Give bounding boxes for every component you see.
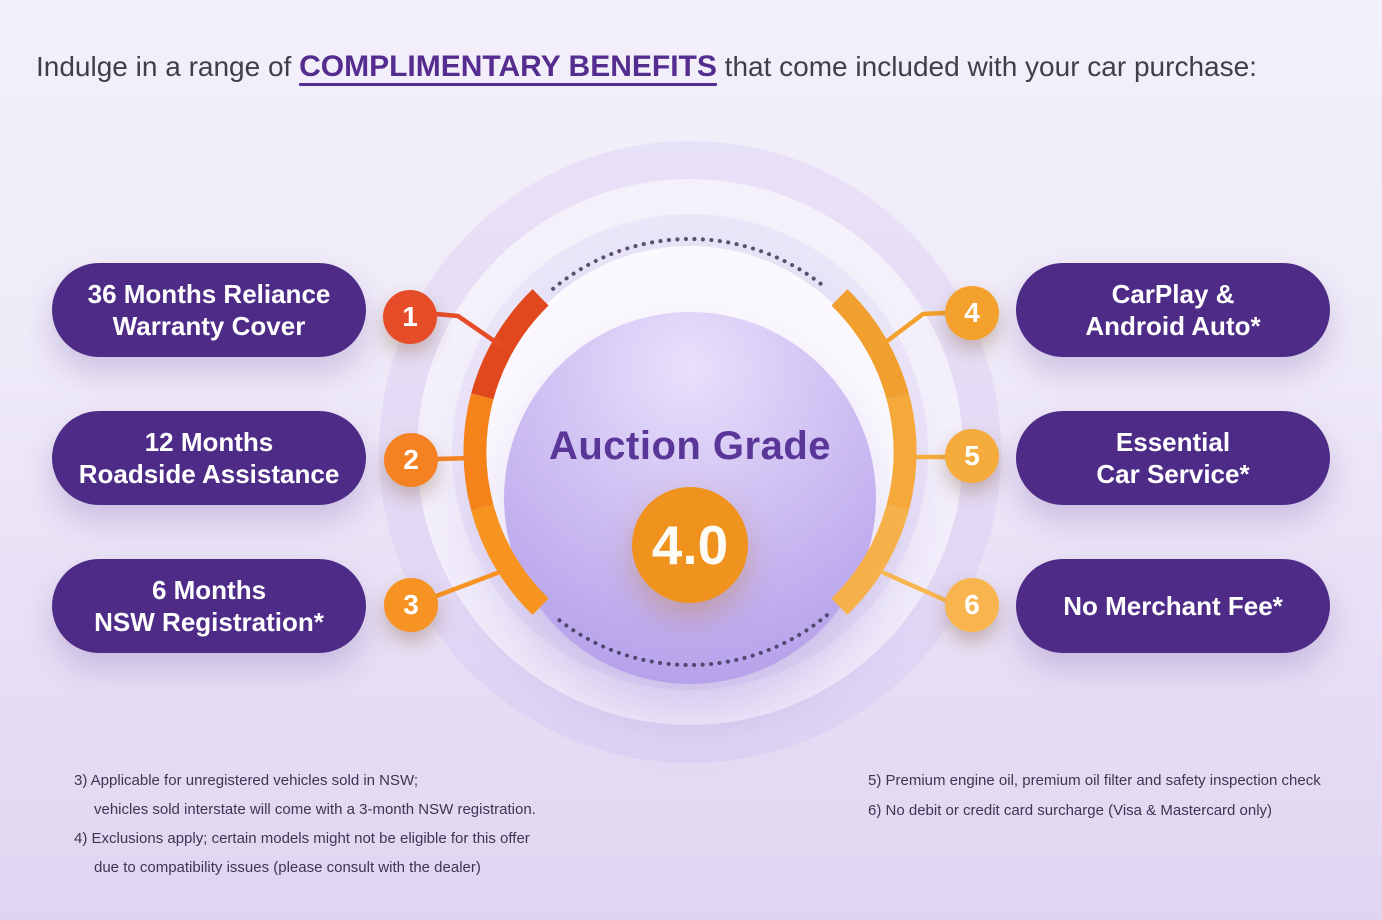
dotted-arc-bottom (551, 613, 829, 667)
footnotes-right: 5) Premium engine oil, premium oil filte… (868, 766, 1321, 826)
benefit-pill-merchant-fee: No Merchant Fee* (1016, 559, 1330, 653)
number-badge-2: 2 (384, 433, 438, 487)
connector-line-2 (434, 455, 475, 462)
gauge-arc-segment-1 (471, 289, 549, 400)
connector-line-1 (433, 311, 503, 348)
page-title: Indulge in a range of COMPLIMENTARY BENE… (36, 48, 1257, 86)
dotted-arc-top (551, 237, 829, 291)
number-badge-4: 4 (945, 286, 999, 340)
gauge-arc-segment-2 (463, 393, 494, 511)
gauge-arc-segment-3 (471, 504, 549, 615)
number-badge-5: 5 (945, 429, 999, 483)
title-highlight: COMPLIMENTARY BENEFITS (299, 50, 717, 83)
connector-line-6 (881, 570, 950, 604)
footnote-4: 4) Exclusions apply; certain models migh… (74, 830, 530, 876)
connector-line-3 (428, 569, 503, 601)
gauge-arc-segment-6 (831, 504, 909, 615)
benefit-pill-warranty: 36 Months Reliance Warranty Cover (52, 263, 366, 357)
title-suffix: that come included with your car purchas… (716, 51, 1257, 82)
footnotes-left: 3) Applicable for unregistered vehicles … (74, 766, 536, 882)
auction-grade-score-badge: 4.0 (632, 487, 748, 603)
auction-grade-score-value: 4.0 (651, 514, 729, 576)
title-prefix: Indulge in a range of (36, 51, 300, 82)
benefit-pill-service: Essential Car Service* (1016, 411, 1330, 505)
benefit-pill-registration: 6 Months NSW Registration* (52, 559, 366, 653)
footnote-3: 3) Applicable for unregistered vehicles … (74, 772, 536, 818)
auction-grade-label: Auction Grade (548, 424, 832, 468)
number-badge-1: 1 (383, 290, 437, 344)
footnote-6: 6) No debit or credit card surcharge (Vi… (868, 802, 1273, 819)
number-badge-3: 3 (384, 578, 438, 632)
connector-line-4 (879, 310, 948, 348)
benefit-pill-roadside: 12 Months Roadside Assistance (52, 411, 366, 505)
number-badge-6: 6 (945, 578, 999, 632)
footnote-5: 5) Premium engine oil, premium oil filte… (868, 772, 1321, 789)
gauge-arc-segment-4 (831, 289, 909, 400)
gauge-arc-segment-5 (886, 393, 917, 511)
benefit-pill-carplay: CarPlay & Android Auto* (1016, 263, 1330, 357)
